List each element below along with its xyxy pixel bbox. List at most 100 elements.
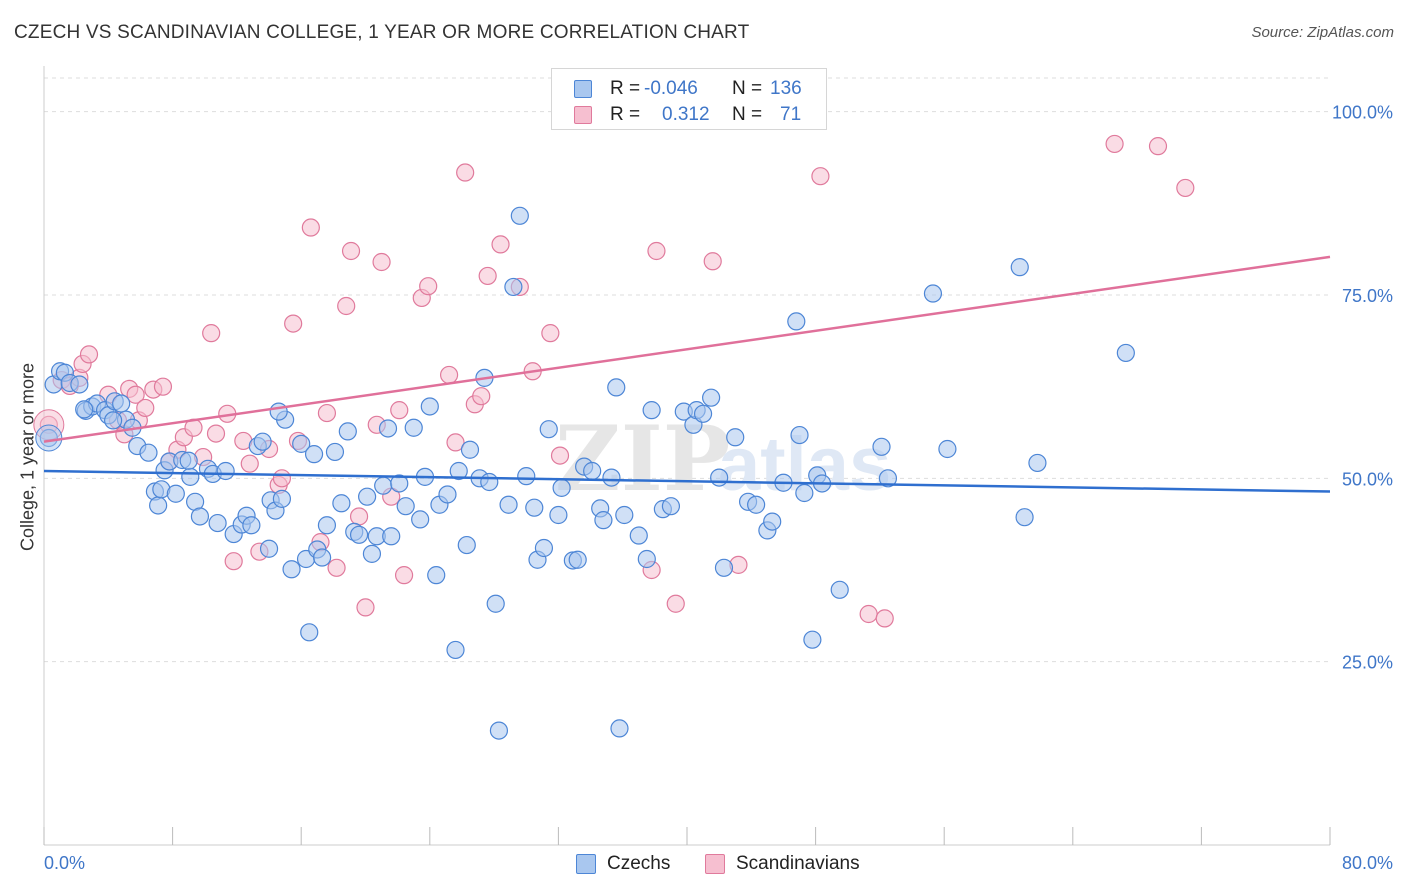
czech-point: [75, 400, 94, 419]
czechs-swatch: [574, 80, 592, 98]
czech-point: [549, 505, 568, 525]
czech-point: [1010, 258, 1029, 277]
scandinavians-swatch: [574, 106, 592, 124]
czech-point: [457, 535, 476, 555]
scandinavian-point: [541, 324, 560, 343]
czechs-swatch: [576, 854, 596, 874]
czech-point: [149, 496, 168, 515]
czech-point: [803, 630, 822, 649]
czechs-label: Czechs: [607, 853, 671, 874]
czech-point: [795, 483, 814, 503]
y-tick-label: 25.0%: [1342, 653, 1393, 673]
scandinavian-point: [811, 167, 830, 186]
czech-point: [607, 378, 626, 397]
scandinavian-point: [372, 252, 391, 272]
legend-r-value: 0.312: [662, 104, 710, 125]
legend-row-czechs: R = -0.046 N = 136: [552, 76, 826, 102]
czech-point: [272, 489, 292, 508]
czech-point: [404, 418, 423, 437]
scandinavian-point: [875, 609, 894, 628]
grid-lines: [44, 77, 1330, 663]
scandinavian-point: [136, 398, 155, 418]
scandinavian-point: [126, 385, 145, 404]
trend-lines: [43, 255, 1331, 493]
scandinavian-point: [1148, 137, 1168, 156]
scandinavian-point: [419, 277, 438, 296]
czech-point: [374, 476, 393, 495]
czech-point: [534, 538, 554, 558]
chart-title: CZECH VS SCANDINAVIAN COLLEGE, 1 YEAR OR…: [14, 22, 750, 43]
scandinavians-trend-line: [43, 255, 1331, 443]
scandinavian-point: [394, 566, 414, 585]
scandinavian-point: [337, 296, 356, 316]
czech-point: [390, 474, 409, 493]
czech-point: [525, 498, 544, 517]
legend-r-value: -0.046: [644, 78, 698, 99]
czech-point: [872, 437, 891, 456]
czech-point: [790, 425, 809, 445]
czech-point: [269, 402, 288, 421]
scandinavian-point: [240, 454, 259, 473]
czech-point: [726, 428, 745, 447]
czech-point: [70, 375, 89, 394]
scandinavian-point: [317, 403, 337, 423]
czech-point: [747, 495, 766, 514]
czech-point: [642, 401, 661, 420]
czech-point: [763, 512, 782, 531]
scandinavian-point: [390, 401, 409, 420]
czech-point: [460, 440, 480, 459]
czech-point: [710, 468, 729, 487]
czech-point: [259, 539, 279, 558]
scandinavian-point: [224, 552, 243, 571]
scandinavian-point: [284, 314, 303, 333]
czech-point: [702, 388, 721, 407]
czech-point: [312, 548, 332, 567]
czech-point: [304, 445, 324, 464]
scandinavian-point: [550, 446, 570, 465]
czech-point: [517, 467, 536, 486]
scandinavian-point: [79, 345, 99, 364]
czechs-trend-line: [43, 469, 1331, 493]
y-tick-label: 100.0%: [1332, 103, 1393, 123]
czech-point: [332, 494, 351, 513]
scandinavian-point: [349, 507, 369, 526]
czech-point: [242, 516, 261, 535]
scandinavian-point: [301, 218, 320, 237]
czech-point: [629, 526, 648, 545]
axes: [43, 66, 1331, 846]
czech-point: [499, 495, 518, 514]
czech-point: [438, 485, 457, 504]
scandinavian-point: [446, 433, 465, 452]
czech-point: [568, 550, 587, 569]
czech-point: [104, 411, 123, 430]
legend-r-label: R =: [610, 78, 641, 99]
czech-point: [216, 461, 235, 481]
y-tick-label: 75.0%: [1342, 286, 1393, 306]
czech-point: [693, 404, 713, 423]
scandinavians-label: Scandinavians: [736, 853, 860, 874]
czech-point: [349, 525, 369, 544]
czech-point: [489, 721, 509, 740]
czech-point: [830, 580, 849, 599]
czech-point: [552, 478, 571, 497]
czech-point: [35, 424, 63, 452]
czech-point: [282, 560, 301, 579]
scandinavian-point: [1176, 178, 1195, 198]
czech-point: [446, 640, 465, 660]
czech-point: [504, 277, 523, 297]
scandinavian-point: [859, 604, 878, 624]
scandinavian-point: [647, 241, 666, 261]
correlation-legend: R = -0.046 N = 136 R = 0.312 N = 71: [551, 68, 827, 130]
scandinavian-point: [439, 365, 459, 385]
czech-point: [208, 513, 227, 533]
legend-n-label: N =: [732, 78, 763, 99]
y-tick-label: 50.0%: [1342, 469, 1393, 489]
legend-row-scandinavians: R = 0.312 N = 71: [552, 102, 826, 128]
scandinavian-point: [202, 324, 221, 343]
czech-point: [420, 397, 439, 416]
czech-point: [583, 461, 602, 481]
czech-point: [637, 549, 656, 569]
czech-point: [539, 420, 558, 439]
czech-point: [166, 484, 185, 503]
source-credit: Source: ZipAtlas.com: [1251, 24, 1394, 41]
